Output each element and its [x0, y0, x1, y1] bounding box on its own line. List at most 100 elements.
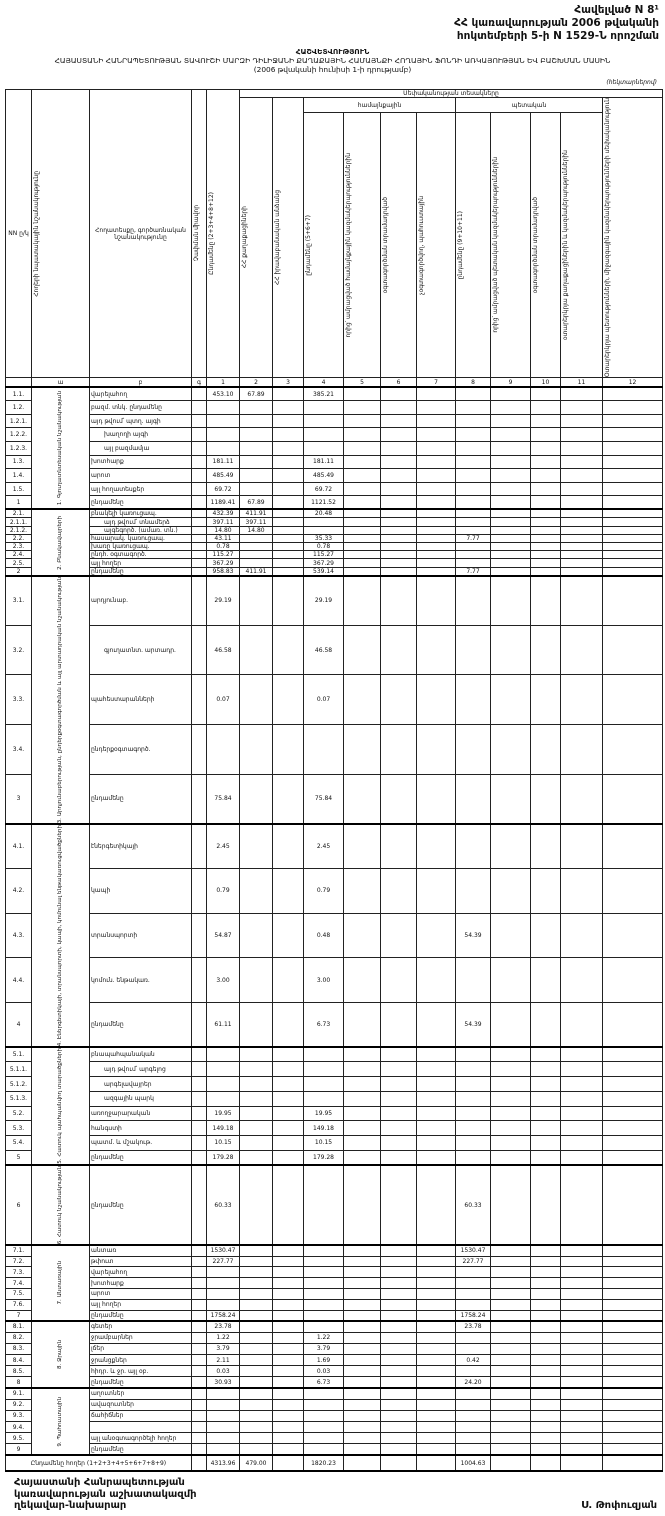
value-col-12	[601, 509, 664, 519]
value-col-6	[380, 1255, 417, 1268]
value-col-2: 14.80	[239, 525, 273, 535]
value-col-10	[530, 1105, 561, 1122]
row-number: 1.3.	[5, 454, 32, 470]
value-col-6	[380, 1376, 417, 1389]
table-row: 2.1. 2. Բնակավայրերի բնակելի կառուցապ. 432.…	[5, 508, 664, 577]
value-col-8	[455, 468, 491, 483]
value-col-4	[303, 517, 344, 527]
column-number: 3	[272, 377, 304, 389]
value-col-1	[206, 1443, 240, 1457]
value-col-9	[490, 1277, 531, 1289]
value-col-10	[530, 1244, 561, 1257]
column-number: 11	[560, 377, 603, 389]
row-number: 8.3.	[5, 1342, 32, 1355]
value-col-6	[380, 1331, 417, 1344]
value-col-6	[380, 1342, 417, 1355]
land-category: 9. Պահուստային	[31, 1387, 90, 1457]
table-row: 5.1.2. արգելավայրեր	[5, 1076, 664, 1092]
table-row: 2.2. հասարակ. կառուցապ. 43.11 35.33 7.77	[5, 533, 664, 544]
value-col-11	[560, 1353, 603, 1367]
land-category-label: 1. Գյուղատնտեսական նշանակության	[57, 391, 64, 506]
value-col-2	[239, 724, 273, 775]
value-col-12	[601, 1398, 664, 1411]
value-col-4	[303, 1164, 344, 1247]
value-col-1	[206, 1298, 240, 1311]
value-col-1: 0.03	[206, 1365, 240, 1378]
value-col-6	[380, 468, 417, 483]
value-col-11	[560, 1120, 603, 1136]
unit-cell	[191, 1298, 207, 1311]
value-col-7	[416, 468, 456, 483]
value-col-8	[455, 868, 491, 914]
value-col-3	[272, 481, 304, 497]
value-col-7	[416, 517, 456, 527]
unit-cell	[191, 1320, 207, 1333]
value-col-7	[416, 1432, 456, 1445]
value-col-12	[601, 1320, 664, 1333]
value-col-12	[601, 454, 664, 470]
value-col-7	[416, 1046, 456, 1063]
value-col-7	[416, 1255, 456, 1268]
value-col-10	[530, 1365, 561, 1378]
unit-cell	[191, 1421, 207, 1434]
land-type-name: վարելահող	[89, 386, 192, 402]
value-col-6	[380, 1046, 417, 1063]
value-col-6	[380, 912, 417, 959]
land-type-name: այլ բազմամյա	[89, 441, 192, 456]
value-col-12	[601, 1164, 664, 1247]
row-number: 3.2.	[5, 624, 32, 676]
row-number: 2	[5, 566, 32, 577]
value-col-3	[272, 1149, 304, 1166]
footer-line: ղեկավար-նախարար	[14, 1500, 127, 1511]
value-col-5	[343, 624, 381, 676]
row-number: 3	[5, 773, 32, 825]
value-col-10	[530, 1320, 561, 1333]
value-col-6	[380, 624, 417, 676]
value-col-6	[380, 400, 417, 415]
value-col-2	[239, 1090, 273, 1107]
value-col-8	[455, 1421, 491, 1434]
value-col-11	[560, 413, 603, 429]
value-col-4	[303, 1046, 344, 1063]
unit-cell	[191, 1076, 207, 1092]
unit-cell	[191, 1432, 207, 1445]
header-c7: չօգտագործվող, պահուստային	[416, 112, 456, 379]
row-number: 4.4.	[5, 957, 32, 1004]
value-col-11	[560, 517, 603, 527]
column-number: 5	[343, 377, 381, 389]
value-col-8	[455, 1409, 491, 1423]
value-col-11	[560, 1320, 603, 1333]
value-col-2	[239, 542, 273, 552]
units-note: (հեկտարներով)	[606, 79, 657, 86]
value-col-4	[303, 1287, 344, 1300]
land-type-name: պահեստարանների	[89, 674, 192, 726]
table-row: 1.2.1. այդ թվում՝ պտղ. այգի	[5, 413, 664, 429]
land-type-name: հասարակ. կառուցապ.	[89, 533, 192, 544]
value-col-9	[490, 1120, 531, 1136]
value-col-7	[416, 525, 456, 535]
value-col-11	[560, 1331, 603, 1344]
value-col-10	[530, 441, 561, 456]
land-type-name: արգելավայրեր	[89, 1076, 192, 1092]
value-col-10	[530, 1120, 561, 1136]
row-number: 7.5.	[5, 1287, 32, 1300]
value-col-8	[455, 1365, 491, 1378]
value-col-12	[601, 1149, 664, 1166]
value-col-11	[560, 957, 603, 1004]
value-col-3	[272, 525, 304, 535]
value-col-6	[380, 566, 417, 577]
value-col-9	[490, 1046, 531, 1063]
table-row: 3.1. 3. Արդյունաբերության, ընդերքօգտագործ…	[5, 575, 664, 826]
value-col-12	[601, 912, 664, 959]
land-category: 2. Բնակավայրերի	[31, 508, 90, 577]
value-col-8	[455, 1398, 491, 1411]
value-col-2	[239, 481, 273, 497]
table-row: 7.6. այլ հողեր	[5, 1298, 664, 1311]
row-number: 7.6.	[5, 1298, 32, 1311]
value-col-10	[530, 1342, 561, 1355]
land-type-name: ճահիճներ	[89, 1409, 192, 1423]
value-col-9	[490, 823, 531, 870]
value-col-12	[601, 1061, 664, 1078]
table-row: 5 ընդամենը 179.28 179.28	[5, 1149, 664, 1166]
table-row: 1.5. այլ հողատեսքեր 69.72 69.72	[5, 481, 664, 497]
